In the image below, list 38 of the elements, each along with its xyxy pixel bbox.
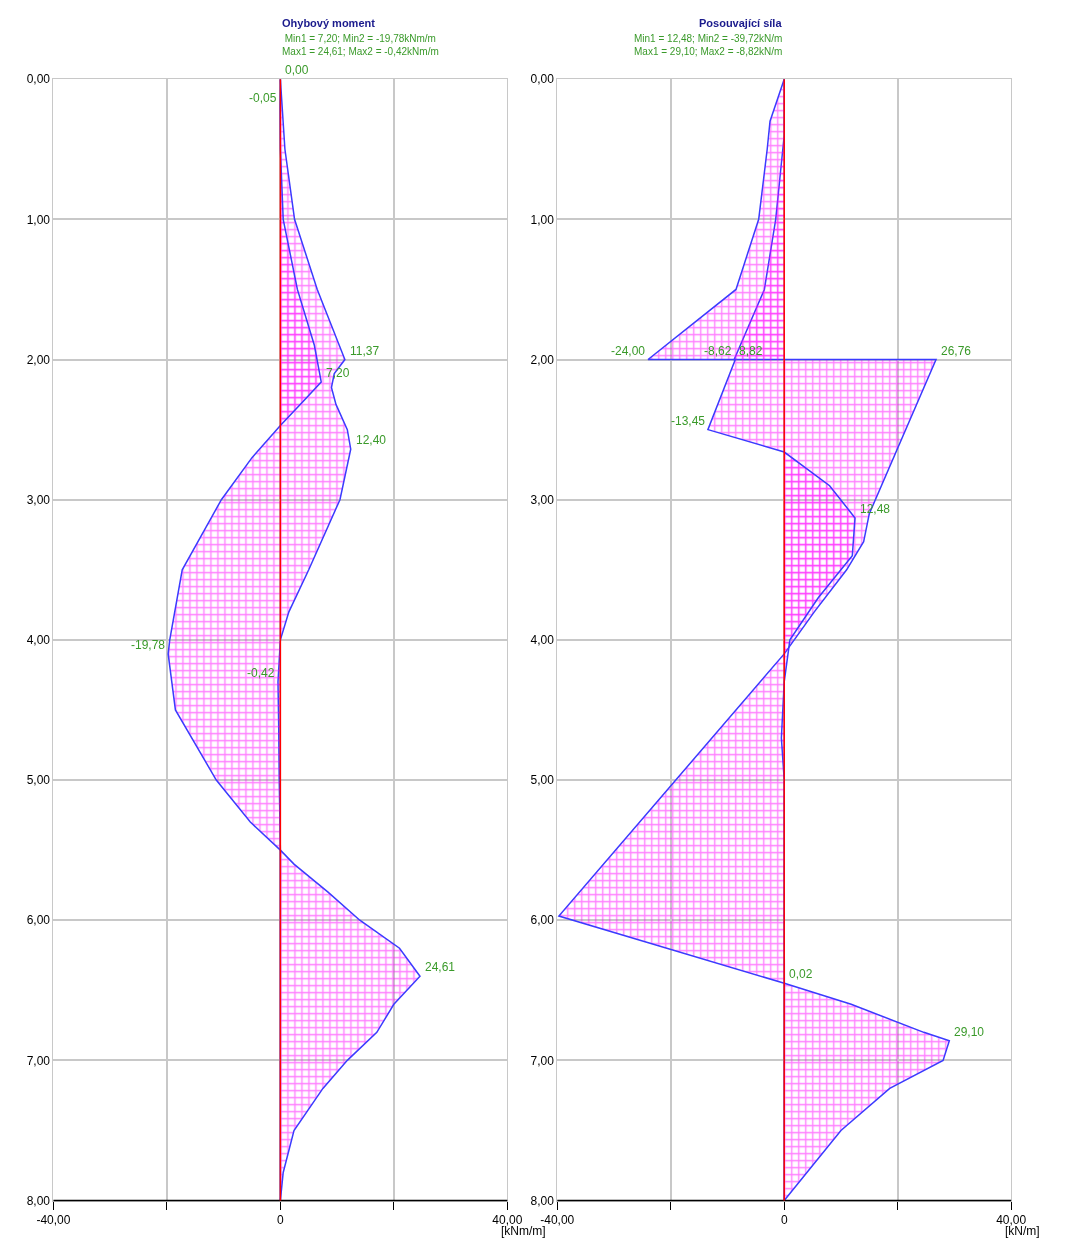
annotation: 24,61 <box>425 960 456 974</box>
x-tick-label: 40,00 <box>996 1212 1027 1227</box>
y-tick-label: 7,00 <box>530 1053 555 1068</box>
x-tick-label: -40,00 <box>36 1212 71 1227</box>
chart-subtitle: Min1 = 7,20; Min2 = -19,78kNm/m Max1 = 24,61; Max2 = -0,42kNm/m <box>282 33 439 57</box>
y-tick-label: 0,00 <box>26 72 51 87</box>
annotation: -19,78 <box>131 638 166 652</box>
x-axis-title: [kNm/m] <box>501 1224 546 1238</box>
annotation: 12,40 <box>356 433 387 447</box>
y-tick-label: 5,00 <box>530 773 555 788</box>
y-tick-label: 1,00 <box>530 212 555 227</box>
annotation: 29,10 <box>954 1025 985 1039</box>
chart-title: Ohybový moment <box>282 17 376 29</box>
y-tick-label: 8,00 <box>26 1193 51 1208</box>
y-tick-label: 3,00 <box>26 492 51 507</box>
y-tick-label: 2,00 <box>26 352 51 367</box>
y-tick-label: 6,00 <box>530 913 555 928</box>
chart-subtitle: Min1 = 12,48; Min2 = -39,72kN/m Max1 = 29,10; Max2 = -8,82kN/m <box>634 33 783 57</box>
annotation: 11,37 <box>350 344 380 358</box>
y-tick-label: 7,00 <box>26 1053 51 1068</box>
x-tick-label: 40,00 <box>492 1212 523 1227</box>
y-tick-label: 6,00 <box>26 913 51 928</box>
annotation: -0,42 <box>247 666 275 680</box>
x-axis-title: [kN/m] <box>1005 1224 1040 1238</box>
y-tick-label: 0,00 <box>530 72 555 87</box>
y-tick-label: 1,00 <box>26 212 51 227</box>
x-tick-label: 0 <box>277 1212 285 1227</box>
y-tick-label: 3,00 <box>530 492 555 507</box>
y-tick-label: 4,00 <box>26 633 51 648</box>
y-tick-label: 2,00 <box>530 352 555 367</box>
chart-title: Posouvající síla <box>699 17 783 29</box>
y-tick-label: 4,00 <box>530 633 555 648</box>
y-tick-label: 5,00 <box>26 773 51 788</box>
x-tick-label: -40,00 <box>540 1212 575 1227</box>
annotation: 0,00 <box>285 63 309 77</box>
y-tick-label: 8,00 <box>530 1193 555 1208</box>
x-tick-label: 0 <box>780 1212 788 1227</box>
annotation: -0,05 <box>249 91 277 105</box>
